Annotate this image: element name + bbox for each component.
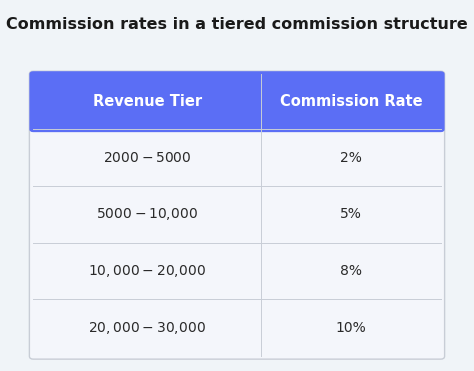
Text: $20,000- $30,000: $20,000- $30,000	[89, 320, 206, 336]
Text: $10,000- $20,000: $10,000- $20,000	[89, 263, 206, 279]
Text: 8%: 8%	[340, 264, 362, 278]
Text: 10%: 10%	[336, 321, 366, 335]
Text: $2000- $5000: $2000- $5000	[103, 151, 191, 165]
Text: 2%: 2%	[340, 151, 362, 165]
Text: Commission Rate: Commission Rate	[280, 94, 422, 109]
Text: Commission rates in a tiered commission structure: Commission rates in a tiered commission …	[6, 17, 468, 32]
Text: 5%: 5%	[340, 207, 362, 221]
Text: Revenue Tier: Revenue Tier	[93, 94, 202, 109]
Text: $5000- $10,000: $5000- $10,000	[96, 206, 198, 222]
